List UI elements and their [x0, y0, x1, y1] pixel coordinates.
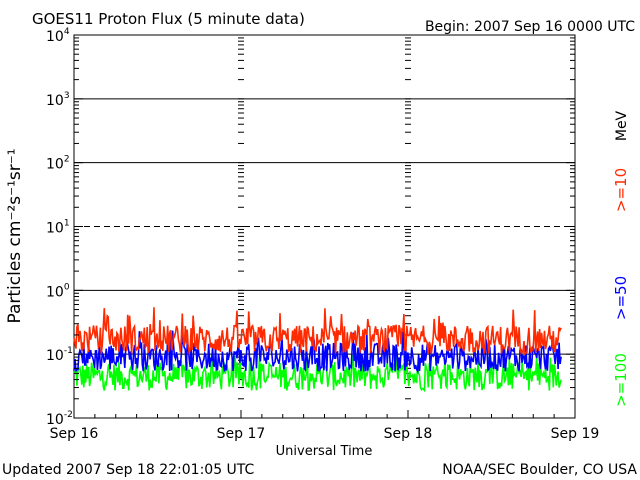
x-tick-label: Sep 17: [217, 426, 266, 442]
y-tick-label: 101: [46, 219, 70, 237]
y-tick-label: 104: [46, 27, 70, 45]
y-tick-exponent: -2: [64, 410, 73, 420]
credit-text: NOAA/SEC Boulder, CO USA: [442, 462, 637, 478]
series-label: >=50: [612, 276, 630, 320]
y-tick-exponent: 4: [64, 27, 70, 37]
y-tick-exponent: 1: [64, 219, 70, 229]
y-tick-label: 103: [46, 91, 70, 109]
x-axis-title: Universal Time: [276, 444, 373, 459]
x-tick-label: Sep 19: [551, 426, 600, 442]
series-label: >=100: [612, 353, 630, 407]
updated-text: Updated 2007 Sep 18 22:01:05 UTC: [2, 462, 255, 478]
series-legend: >=10 >=50 >=100 MeV: [612, 110, 630, 406]
x-axis-ticks: Sep 16 Sep 17 Sep 18 Sep 19: [50, 410, 600, 442]
y-axis-title: Particles cm⁻²s⁻¹sr⁻¹: [5, 148, 25, 323]
y-tick-exponent: 3: [64, 91, 70, 101]
series-group: [73, 307, 562, 393]
begin-label: Begin: 2007 Sep 16 0000 UTC: [425, 19, 635, 35]
chart-title: GOES11 Proton Flux (5 minute data): [32, 10, 305, 28]
y-tick-label: 10-1: [46, 346, 73, 364]
y-tick-exponent: -1: [64, 346, 73, 356]
x-tick-label: Sep 18: [384, 426, 433, 442]
x-tick-label: Sep 16: [50, 426, 99, 442]
series-line: [73, 329, 562, 374]
unit-label: MeV: [614, 110, 630, 141]
y-tick-label: 100: [46, 282, 70, 300]
y-tick-exponent: 0: [64, 282, 70, 292]
series-line: [73, 307, 562, 356]
y-tick-exponent: 2: [64, 155, 70, 165]
series-label: >=10: [612, 168, 630, 212]
y-tick-label: 102: [46, 155, 70, 173]
